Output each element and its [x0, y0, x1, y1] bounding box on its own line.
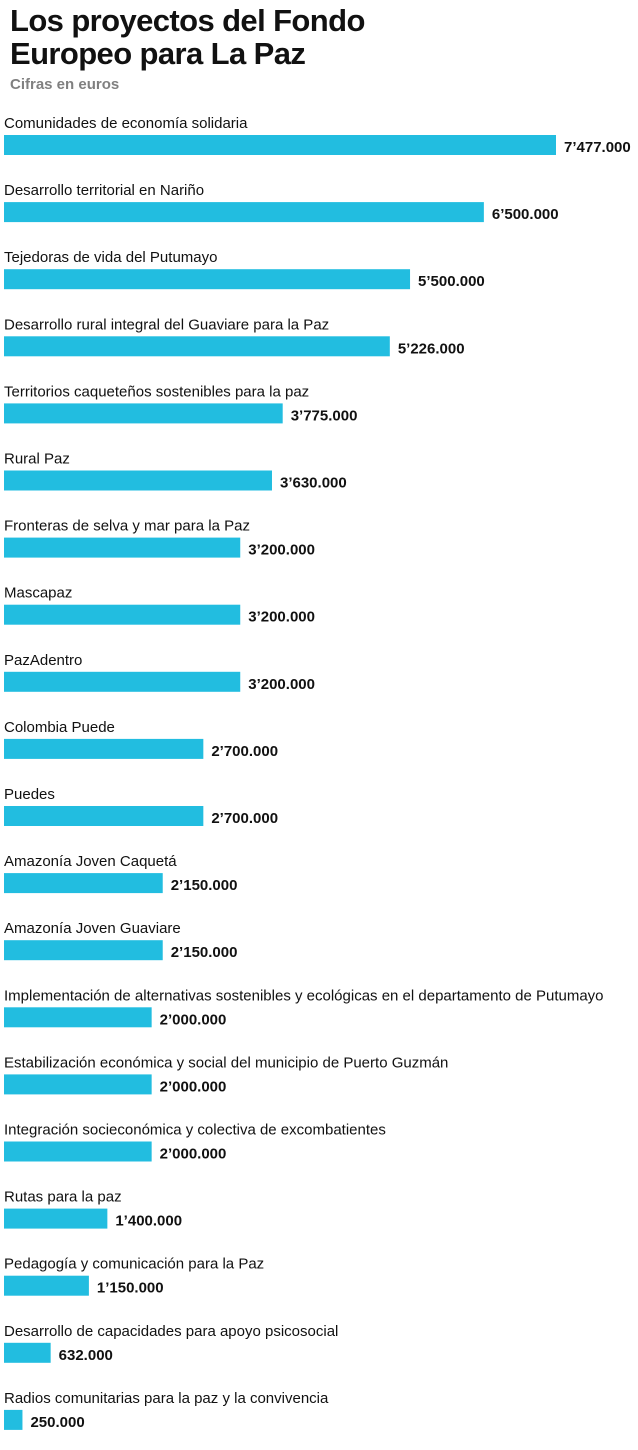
category-label: Desarrollo de capacidades para apoyo psi… — [4, 1323, 338, 1340]
value-label: 7’477.000 — [564, 139, 631, 156]
bar — [4, 403, 283, 424]
bar — [4, 1342, 51, 1363]
bar — [4, 940, 163, 961]
category-label: Puedes — [4, 786, 55, 803]
bar — [4, 806, 204, 826]
category-label: Implementación de alternativas sostenibl… — [4, 987, 604, 1004]
category-label: Radios comunitarias para la paz y la con… — [4, 1390, 329, 1407]
bar-row: PazAdentro 3’200.000 — [4, 652, 315, 693]
value-label: 632.000 — [59, 1347, 113, 1364]
category-label: Rutas para la paz — [4, 1189, 122, 1206]
value-label: 3’775.000 — [291, 407, 358, 424]
bar-row: Tejedoras de vida del Putumayo 5’500.000 — [4, 249, 485, 290]
bar-row: Desarrollo de capacidades para apoyo psi… — [4, 1323, 338, 1364]
bar — [4, 470, 272, 491]
category-label: Comunidades de economía solidaria — [4, 115, 248, 132]
chart-title-line-1: Los proyectos del Fondo — [10, 3, 365, 38]
bar-row: Pedagogía y comunicación para la Paz 1’15… — [4, 1256, 264, 1297]
bar — [4, 1141, 152, 1162]
value-label: 2’000.000 — [160, 1078, 227, 1095]
value-label: 5’500.000 — [418, 273, 485, 290]
bar — [4, 1275, 89, 1296]
category-label: Rural Paz — [4, 451, 70, 468]
bar-row: Rural Paz 3’630.000 — [4, 451, 347, 492]
bar — [4, 1208, 108, 1229]
bar — [4, 269, 411, 290]
category-label: Amazonía Joven Caquetá — [4, 853, 177, 870]
value-label: 2’700.000 — [211, 810, 278, 827]
bar — [4, 537, 241, 558]
value-label: 1’400.000 — [115, 1213, 182, 1230]
bar — [4, 1074, 152, 1095]
category-label: Desarrollo rural integral del Guaviare p… — [4, 316, 329, 333]
bar-row: Implementación de alternativas sostenibl… — [4, 987, 604, 1028]
value-label: 2’700.000 — [211, 743, 278, 760]
category-label: Fronteras de selva y mar para la Paz — [4, 518, 250, 535]
bar-row: Rutas para la paz 1’400.000 — [4, 1189, 182, 1230]
bar — [4, 1409, 23, 1430]
category-label: Tejedoras de vida del Putumayo — [4, 249, 217, 266]
bar-row: Estabilización económica y social del mu… — [4, 1054, 448, 1095]
bar-row: Colombia Puede 2’700.000 — [4, 719, 278, 760]
value-label: 2’150.000 — [171, 944, 238, 961]
value-label: 3’630.000 — [280, 475, 347, 492]
bar-row: Integración socieconómica y colectiva de… — [4, 1122, 386, 1163]
bar-row: Desarrollo rural integral del Guaviare p… — [4, 316, 465, 357]
bar — [4, 738, 204, 759]
chart-subtitle: Cifras en euros — [10, 76, 120, 93]
value-label: 2’000.000 — [160, 1011, 227, 1028]
value-label: 250.000 — [30, 1414, 84, 1431]
bar — [4, 1007, 152, 1028]
value-label: 1’150.000 — [97, 1280, 164, 1297]
value-label: 6’500.000 — [492, 206, 559, 223]
category-label: Amazonía Joven Guaviare — [4, 920, 181, 937]
bar-row: Amazonía Joven Caquetá 2’150.000 — [4, 853, 237, 894]
bar-row: Comunidades de economía solidaria 7’477.0… — [4, 115, 631, 156]
bar — [4, 671, 241, 692]
chart-title-line-2: Europeo para La Paz — [10, 36, 306, 71]
value-label: 3’200.000 — [248, 542, 315, 559]
category-label: PazAdentro — [4, 652, 82, 669]
category-label: Mascapaz — [4, 585, 72, 602]
bar-row: Amazonía Joven Guaviare 2’150.000 — [4, 920, 237, 961]
bar — [4, 604, 241, 625]
value-label: 3’200.000 — [248, 676, 315, 693]
bar — [4, 873, 163, 894]
bar — [4, 135, 556, 155]
category-label: Colombia Puede — [4, 719, 115, 736]
bar-row: Radios comunitarias para la paz y la con… — [4, 1390, 329, 1431]
bar-row: Mascapaz 3’200.000 — [4, 585, 315, 626]
category-label: Integración socieconómica y colectiva de… — [4, 1122, 386, 1139]
chart-title: Los proyectos del Fondo Europeo para La … — [10, 4, 630, 70]
value-label: 2’150.000 — [171, 877, 238, 894]
bar-row: Puedes 2’700.000 — [4, 786, 278, 827]
category-label: Estabilización económica y social del mu… — [4, 1054, 448, 1071]
category-label: Pedagogía y comunicación para la Paz — [4, 1256, 264, 1273]
bar — [4, 202, 484, 223]
bar — [4, 336, 390, 357]
value-label: 5’226.000 — [398, 340, 465, 357]
category-label: Territorios caqueteños sostenibles para … — [4, 383, 309, 400]
bar-row: Fronteras de selva y mar para la Paz 3’20… — [4, 518, 315, 559]
value-label: 2’000.000 — [160, 1146, 227, 1163]
bar-row: Desarrollo territorial en Nariño 6’500.00… — [4, 182, 559, 223]
category-label: Desarrollo territorial en Nariño — [4, 182, 204, 199]
bar-row: Territorios caqueteños sostenibles para … — [4, 383, 357, 424]
value-label: 3’200.000 — [248, 609, 315, 626]
